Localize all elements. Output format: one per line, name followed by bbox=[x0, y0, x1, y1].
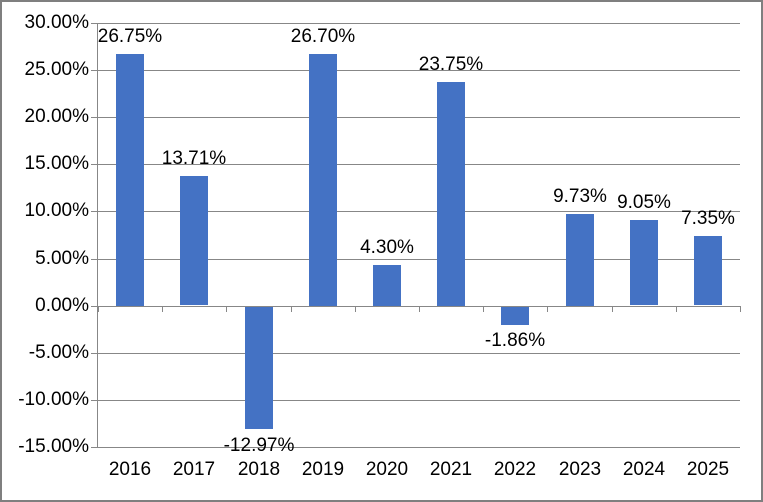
x-axis-label-2025: 2025 bbox=[686, 459, 730, 480]
bar-label-2025: 7.35% bbox=[681, 208, 735, 229]
x-axis-tick bbox=[355, 306, 356, 312]
bar-2017 bbox=[180, 176, 208, 305]
x-axis-label-2018: 2018 bbox=[237, 459, 281, 480]
gridline bbox=[98, 70, 740, 71]
x-axis-label-2016: 2016 bbox=[108, 459, 152, 480]
y-axis-tick bbox=[91, 306, 98, 307]
y-axis-label: 10.00% bbox=[24, 200, 89, 221]
bar-2018 bbox=[245, 307, 273, 429]
bar-label-2016: 26.75% bbox=[97, 26, 163, 47]
bar-2022 bbox=[501, 307, 529, 325]
x-axis-tick bbox=[676, 306, 677, 312]
x-axis-tick bbox=[547, 306, 548, 312]
bar-2016 bbox=[116, 54, 144, 306]
x-axis-tick bbox=[483, 306, 484, 312]
gridline bbox=[98, 164, 740, 165]
gridline bbox=[98, 400, 740, 401]
y-axis-tick bbox=[91, 400, 98, 401]
y-axis-label: 0.00% bbox=[35, 295, 89, 316]
x-axis-tick bbox=[612, 306, 613, 312]
y-axis-tick bbox=[91, 447, 98, 448]
x-axis-label-2019: 2019 bbox=[301, 459, 345, 480]
bar-2025 bbox=[694, 236, 722, 305]
gridline bbox=[98, 117, 740, 118]
x-axis-tick bbox=[740, 306, 741, 312]
x-axis-label-2021: 2021 bbox=[429, 459, 473, 480]
x-axis-label-2020: 2020 bbox=[365, 459, 409, 480]
bar-2019 bbox=[309, 54, 337, 306]
y-axis-line bbox=[97, 23, 98, 448]
y-axis-tick bbox=[91, 259, 98, 260]
gridline bbox=[98, 211, 740, 212]
y-axis-tick bbox=[91, 353, 98, 354]
gridline bbox=[98, 23, 740, 24]
bar-label-2021: 23.75% bbox=[418, 54, 484, 75]
y-axis-tick bbox=[91, 70, 98, 71]
bar-2021 bbox=[437, 82, 465, 306]
y-axis-label: 5.00% bbox=[35, 248, 89, 269]
y-axis-label: -5.00% bbox=[28, 342, 89, 363]
y-axis-label: -15.00% bbox=[18, 436, 89, 457]
y-axis-tick bbox=[91, 211, 98, 212]
gridline bbox=[98, 353, 740, 354]
bar-label-2020: 4.30% bbox=[360, 237, 414, 258]
gridline bbox=[98, 447, 740, 448]
y-axis-tick bbox=[91, 164, 98, 165]
x-axis-label-2023: 2023 bbox=[558, 459, 602, 480]
x-axis-label-2024: 2024 bbox=[622, 459, 666, 480]
y-axis-tick bbox=[91, 117, 98, 118]
bar-label-2023: 9.73% bbox=[553, 186, 607, 207]
bar-label-2022: -1.86% bbox=[484, 330, 546, 351]
y-axis-label: 15.00% bbox=[24, 153, 89, 174]
y-axis-label: 25.00% bbox=[24, 59, 89, 80]
bar-label-2017: 13.71% bbox=[161, 148, 227, 169]
x-axis-tick bbox=[98, 306, 99, 312]
bar-label-2018: -12.97% bbox=[223, 435, 295, 456]
x-axis-label-2022: 2022 bbox=[493, 459, 537, 480]
bar-2020 bbox=[373, 265, 401, 306]
y-axis-label: 30.00% bbox=[24, 12, 89, 33]
gridline bbox=[98, 259, 740, 260]
y-axis-tick bbox=[91, 23, 98, 24]
x-axis-tick bbox=[291, 306, 292, 312]
x-axis-tick bbox=[226, 306, 227, 312]
bar-2024 bbox=[630, 220, 658, 305]
bar-label-2024: 9.05% bbox=[617, 192, 671, 213]
y-axis-label: 20.00% bbox=[24, 106, 89, 127]
x-axis-tick bbox=[419, 306, 420, 312]
y-axis-label: -10.00% bbox=[18, 389, 89, 410]
x-axis-label-2017: 2017 bbox=[172, 459, 216, 480]
bar-2023 bbox=[566, 214, 594, 306]
bar-label-2019: 26.70% bbox=[290, 26, 356, 47]
x-axis-tick bbox=[162, 306, 163, 312]
